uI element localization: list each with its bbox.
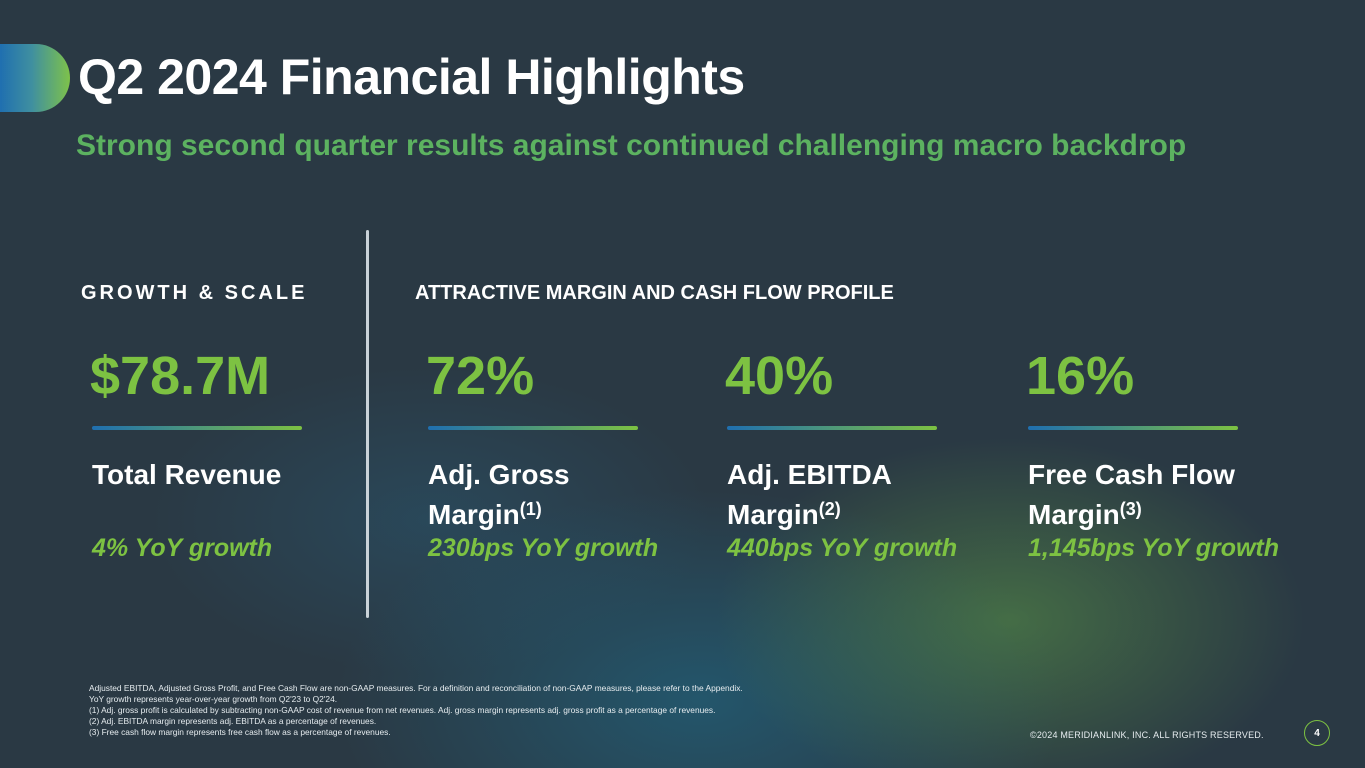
page-number-badge: 4 [1304, 720, 1330, 746]
metric-label-line1: Free Cash Flow [1028, 459, 1235, 490]
section-heading-growth: GROWTH & SCALE [81, 282, 308, 304]
metric-total-revenue: $78.7M Total Revenue 4% YoY growth [90, 346, 392, 562]
metric-free-cash-flow-margin: 16% Free Cash Flow Margin(3) 1,145bps Yo… [1026, 346, 1328, 562]
metric-value: 72% [426, 346, 535, 406]
footnote-line: YoY growth represents year-over-year gro… [89, 694, 338, 704]
metric-label-line1: Adj. EBITDA [727, 459, 892, 490]
metric-growth: 1,145bps YoY growth [1028, 534, 1280, 562]
footnotes: Adjusted EBITDA, Adjusted Gross Profit, … [89, 683, 743, 738]
footnote-ref: (1) [519, 499, 542, 519]
metric-growth: 440bps YoY growth [727, 534, 958, 562]
metric-underline [428, 426, 638, 430]
page-subtitle: Strong second quarter results against co… [76, 129, 1187, 162]
copyright-notice: ©2024 MERIDIANLINK, INC. ALL RIGHTS RESE… [1030, 730, 1264, 740]
section-heading-margin: ATTRACTIVE MARGIN AND CASH FLOW PROFILE [415, 282, 894, 304]
title-accent-tab [0, 44, 70, 112]
metric-value: 40% [725, 346, 834, 406]
metric-label-line2: Margin [1028, 499, 1120, 530]
metric-value: 16% [1026, 346, 1135, 406]
metric-growth: 4% YoY growth [92, 534, 273, 562]
footnote-ref: (2) [818, 499, 841, 519]
page-title: Q2 2024 Financial Highlights [78, 49, 745, 105]
metric-value: $78.7M [90, 346, 271, 406]
metric-adj-gross-margin: 72% Adj. Gross Margin(1) 230bps YoY grow… [426, 346, 728, 562]
metric-label: Total Revenue [92, 459, 282, 490]
metric-label: Free Cash Flow Margin(3) [1028, 455, 1328, 535]
metric-label: Adj. EBITDA Margin(2) [727, 455, 1027, 535]
metric-underline [1028, 426, 1238, 430]
footnote-line: (1) Adj. gross profit is calculated by s… [89, 705, 716, 715]
footnote-line: (3) Free cash flow margin represents fre… [89, 727, 391, 737]
metric-underline [727, 426, 937, 430]
footnote-line: (2) Adj. EBITDA margin represents adj. E… [89, 716, 377, 726]
metric-label-line2: Margin [727, 499, 819, 530]
metric-adj-ebitda-margin: 40% Adj. EBITDA Margin(2) 440bps YoY gro… [725, 346, 1027, 562]
metric-growth: 230bps YoY growth [428, 534, 659, 562]
section-divider [366, 230, 369, 618]
metric-label-line2: Margin [428, 499, 520, 530]
metric-label: Adj. Gross Margin(1) [428, 455, 728, 535]
footnote-ref: (3) [1119, 499, 1142, 519]
metric-label-line1: Adj. Gross [428, 459, 570, 490]
footnote-line: Adjusted EBITDA, Adjusted Gross Profit, … [89, 683, 743, 693]
metric-underline [92, 426, 302, 430]
